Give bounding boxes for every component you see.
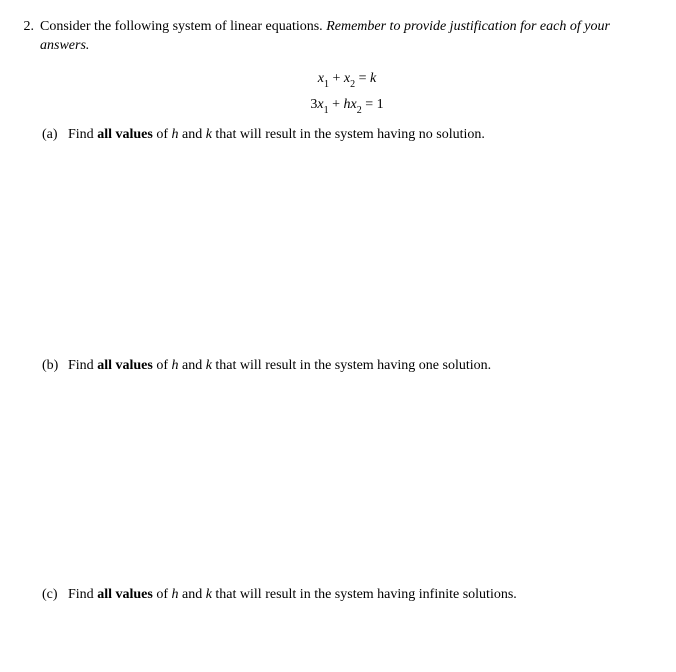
eq2-h: h xyxy=(344,97,351,112)
part-b: (b) Find all values of h and k that will… xyxy=(42,357,654,376)
eq1-plus: + xyxy=(329,71,344,86)
part-c-mid2: and xyxy=(178,587,205,602)
part-c-mid1: of xyxy=(153,587,172,602)
eq2-x1: x xyxy=(317,97,323,112)
eq2-eq: = xyxy=(362,97,377,112)
part-a-text: Find all values of h and k that will res… xyxy=(68,126,485,145)
problem-block: 2. Consider the following system of line… xyxy=(10,18,654,605)
part-b-post: that will result in the system having on… xyxy=(212,358,491,373)
part-a-bold: all values xyxy=(97,127,153,142)
part-b-label: (b) xyxy=(42,357,68,376)
part-c-text: Find all values of h and k that will res… xyxy=(68,586,517,605)
answer-space-a xyxy=(40,145,654,357)
equations-block: x1 + x2 = k 3x1 + hx2 = 1 xyxy=(40,70,654,117)
problem-body: Consider the following system of linear … xyxy=(40,18,654,605)
part-a-label: (a) xyxy=(42,126,68,145)
equation-1: x1 + x2 = k xyxy=(40,70,654,90)
eq2-sub1: 1 xyxy=(324,105,329,116)
eq2-plus: + xyxy=(329,97,344,112)
equation-2: 3x1 + hx2 = 1 xyxy=(40,96,654,116)
page: 2. Consider the following system of line… xyxy=(0,0,676,605)
part-a-post: that will result in the system having no… xyxy=(212,127,485,142)
part-c-post: that will result in the system having in… xyxy=(212,587,517,602)
answer-space-b xyxy=(40,376,654,586)
eq2-sub2: 2 xyxy=(357,105,362,116)
eq1-eq: = xyxy=(355,71,370,86)
part-c-pre: Find xyxy=(68,587,97,602)
intro-text: Consider the following system of linear … xyxy=(40,19,326,34)
eq1-sub2: 2 xyxy=(350,79,355,90)
eq2-rhs: 1 xyxy=(377,97,384,112)
part-b-mid1: of xyxy=(153,358,172,373)
part-a-mid1: of xyxy=(153,127,172,142)
part-a-pre: Find xyxy=(68,127,97,142)
part-a-mid2: and xyxy=(178,127,205,142)
part-a: (a) Find all values of h and k that will… xyxy=(42,126,654,145)
part-b-pre: Find xyxy=(68,358,97,373)
part-c: (c) Find all values of h and k that will… xyxy=(42,586,654,605)
part-c-bold: all values xyxy=(97,587,153,602)
eq2-x2: x xyxy=(351,97,357,112)
part-b-text: Find all values of h and k that will res… xyxy=(68,357,491,376)
part-c-label: (c) xyxy=(42,586,68,605)
eq1-sub1: 1 xyxy=(324,79,329,90)
part-b-mid2: and xyxy=(178,358,205,373)
part-b-bold: all values xyxy=(97,358,153,373)
problem-number: 2. xyxy=(10,18,40,605)
eq1-rhs: k xyxy=(370,71,376,86)
